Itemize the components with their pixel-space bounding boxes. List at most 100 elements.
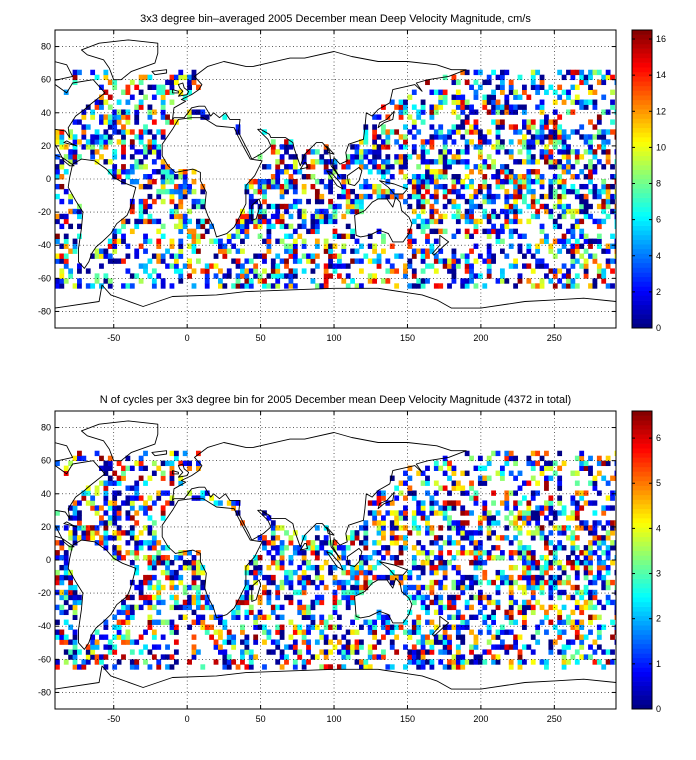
data-cell <box>495 589 501 596</box>
data-cell <box>68 159 74 165</box>
data-cell <box>284 530 289 536</box>
data-cell <box>530 134 536 140</box>
data-cell <box>138 198 144 205</box>
data-cell <box>292 639 298 645</box>
data-cell <box>160 174 166 180</box>
data-cell <box>173 174 179 180</box>
data-cell <box>107 535 113 541</box>
data-cell <box>491 490 496 496</box>
data-cell <box>244 589 250 596</box>
data-cell <box>160 490 166 496</box>
colorbar-tick-label: 16 <box>656 34 666 44</box>
data-cell <box>173 599 179 606</box>
data-cell <box>200 624 206 630</box>
data-cell <box>284 283 289 289</box>
data-cell <box>574 500 580 506</box>
data-cell <box>389 475 395 481</box>
data-cell <box>213 253 219 259</box>
data-cell <box>574 659 580 665</box>
y-tick-label: 60 <box>41 75 51 85</box>
data-cell <box>68 223 74 230</box>
data-cell <box>420 203 426 210</box>
data-cell <box>499 228 505 235</box>
data-cell <box>363 535 369 541</box>
data-cell <box>438 465 444 471</box>
data-cell <box>310 614 316 620</box>
data-cell <box>425 218 430 225</box>
data-cell <box>491 213 496 220</box>
data-cell <box>169 253 175 259</box>
data-cell <box>160 619 166 625</box>
data-cell <box>248 659 254 665</box>
data-cell <box>570 550 576 556</box>
data-cell <box>231 614 237 620</box>
data-cell <box>460 639 466 645</box>
data-cell <box>72 659 78 665</box>
data-cell <box>486 614 492 620</box>
data-cell <box>469 614 474 620</box>
data-cell <box>574 515 580 521</box>
data-cell <box>112 129 118 135</box>
data-cell <box>495 213 501 220</box>
data-cell <box>513 188 519 195</box>
data-cell <box>275 278 281 284</box>
data-cell <box>605 74 611 81</box>
data-cell <box>557 223 563 230</box>
data-cell <box>530 450 536 457</box>
data-cell <box>508 579 514 586</box>
data-cell <box>438 218 444 225</box>
data-cell <box>477 659 483 665</box>
data-cell <box>301 584 307 591</box>
data-cell <box>147 149 153 155</box>
data-cell <box>284 654 289 660</box>
data-cell <box>583 569 589 576</box>
data-cell <box>491 644 496 650</box>
data-cell <box>94 149 100 155</box>
data-cell <box>438 174 444 180</box>
data-cell <box>103 644 109 650</box>
data-cell <box>552 159 558 165</box>
data-cell <box>548 208 554 215</box>
data-cell <box>275 183 281 190</box>
data-cell <box>482 179 488 185</box>
data-cell <box>81 129 87 135</box>
data-cell <box>535 139 541 145</box>
data-cell <box>420 223 426 230</box>
y-tick-label: 40 <box>41 489 51 499</box>
data-cell <box>592 550 598 556</box>
data-cell <box>116 634 122 640</box>
data-cell <box>248 584 254 591</box>
data-cell <box>601 203 607 210</box>
data-cell <box>147 560 153 566</box>
data-cell <box>72 535 78 541</box>
data-cell <box>425 609 430 616</box>
data-cell <box>574 149 580 155</box>
data-cell <box>55 253 60 259</box>
data-cell <box>200 604 206 611</box>
data-cell <box>398 490 404 496</box>
data-cell <box>59 198 65 205</box>
data-cell <box>90 644 96 650</box>
data-cell <box>614 659 616 665</box>
data-cell <box>59 223 65 230</box>
data-cell <box>72 238 78 244</box>
data-cell <box>469 535 474 541</box>
data-cell <box>99 94 104 100</box>
data-cell <box>63 634 69 640</box>
colorbar-segment <box>632 230 652 236</box>
data-cell <box>473 223 479 230</box>
data-cell <box>253 639 259 645</box>
data-cell <box>107 465 113 471</box>
data-cell <box>301 560 307 566</box>
data-cell <box>191 560 197 566</box>
data-cell <box>416 114 422 120</box>
data-cell <box>354 193 360 200</box>
data-cell <box>539 238 545 244</box>
data-cell <box>438 134 444 140</box>
data-cell <box>398 154 404 160</box>
data-cell <box>323 639 329 645</box>
data-cell <box>310 268 316 274</box>
data-cell <box>574 84 580 90</box>
data-cell <box>147 540 153 546</box>
data-cell <box>112 535 118 541</box>
